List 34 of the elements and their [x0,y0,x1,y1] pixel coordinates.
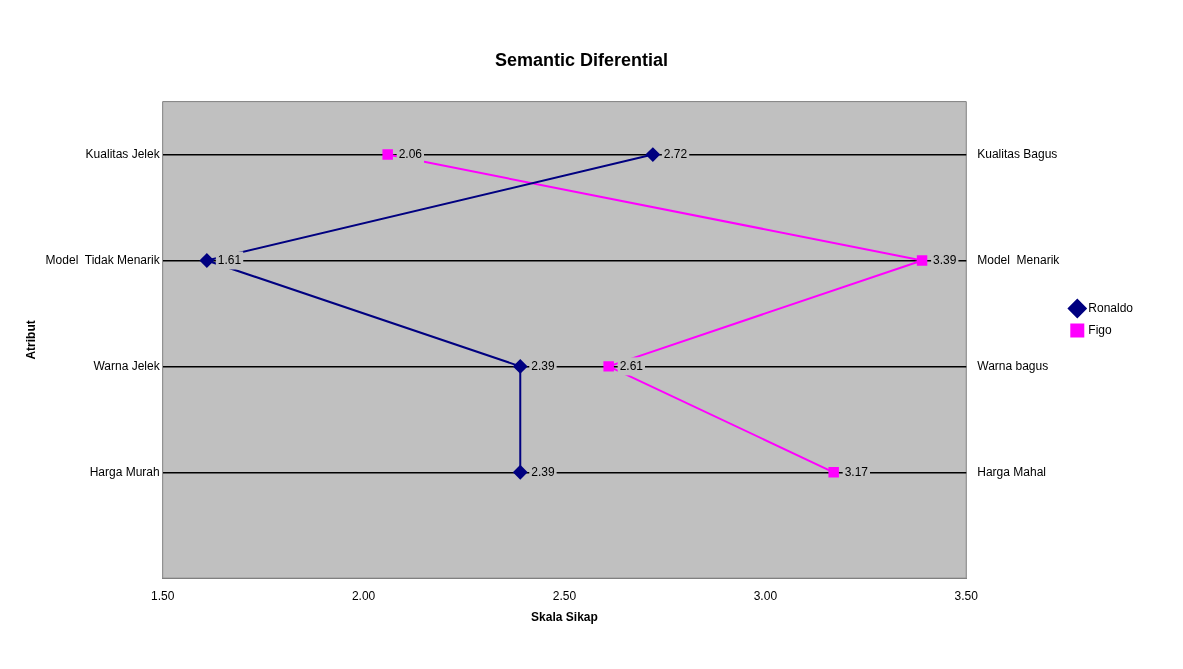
x-tick-label: 2.00 [351,588,376,603]
y-tick-label: Kualitas Jelek [85,146,161,161]
y2-tick-label: Model Menarik [977,252,1061,267]
data-label: 2.39 [531,358,555,373]
legend-label: Ronaldo [1088,300,1134,315]
x-tick-label: 3.50 [954,588,979,603]
x-axis-title: Skala Sikap [531,610,598,625]
data-label: 3.39 [933,252,957,267]
data-label: 1.61 [217,252,242,267]
data-label: 2.72 [663,146,688,161]
x-tick-label: 1.50 [150,588,175,603]
x-tick-label: 2.50 [552,588,577,603]
data-label: 3.17 [844,464,869,479]
data-label: 2.61 [619,358,644,373]
point [828,467,839,478]
point [382,149,393,160]
y-tick-label: Model Tidak Menarik [45,252,161,267]
data-label: 2.39 [531,464,555,479]
y2-tick-label: Warna bagus [977,358,1049,373]
y2-tick-label: Kualitas Bagus [977,146,1058,161]
x-tick-label: 3.00 [753,588,778,603]
point [199,253,214,268]
point [603,361,614,372]
point [513,465,528,480]
legend-label: Figo [1088,322,1112,337]
y-tick-label: Warna Jelek [93,358,161,373]
point [916,255,928,266]
data-label: 2.06 [398,146,423,161]
y2-tick-label: Harga Mahal [977,464,1046,479]
y-tick-label: Harga Murah [89,464,160,479]
chart-title: Semantic Diferential [494,49,669,70]
y-axis-title: Atribut [23,320,38,360]
point [645,147,660,162]
point [513,359,528,374]
